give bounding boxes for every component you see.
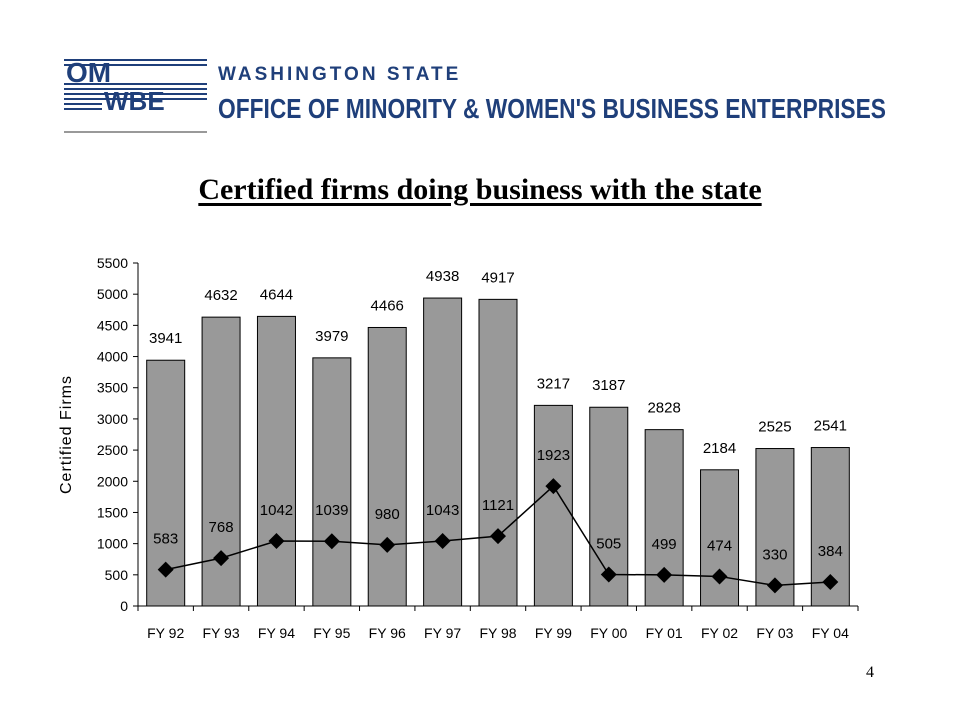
- bar-value-label: 4644: [260, 286, 293, 303]
- y-axis-title: Certified Firms: [58, 375, 75, 494]
- line-marker-diamond: [490, 528, 506, 545]
- bar-value-label: 2184: [703, 440, 736, 457]
- line-value-label: 330: [762, 546, 787, 563]
- bar-value-label: 4938: [426, 268, 459, 285]
- bar-value-label: 3941: [149, 330, 182, 347]
- y-tick-label: 1500: [97, 504, 128, 520]
- x-tick-label: FY 00: [590, 625, 627, 641]
- y-tick-label: 2000: [97, 473, 128, 489]
- x-tick-label: FY 03: [756, 625, 793, 641]
- line-value-label: 1121: [482, 497, 514, 514]
- bar-value-label: 3979: [315, 328, 348, 345]
- line-marker-diamond: [157, 561, 174, 578]
- line-marker-diamond: [434, 532, 451, 549]
- line-marker-diamond: [323, 533, 340, 550]
- bar-value-label: 4466: [371, 297, 404, 314]
- line-value-label: 1042: [260, 502, 293, 519]
- line-value-label: 768: [209, 519, 234, 536]
- logo-stripes: [64, 59, 207, 110]
- line-value-label: 384: [818, 543, 843, 560]
- org-line-1: WASHINGTON STATE: [218, 64, 461, 85]
- page-number: 4: [866, 664, 874, 681]
- y-tick-label: 3500: [97, 380, 128, 396]
- x-tick-label: FY 02: [701, 625, 738, 641]
- y-tick-label: 5000: [97, 286, 128, 302]
- y-tick-label: 3000: [97, 411, 128, 427]
- line-marker-diamond: [766, 577, 783, 594]
- line-value-label: 505: [596, 536, 621, 553]
- x-tick-label: FY 04: [812, 625, 849, 641]
- bar-value-label: 4632: [204, 287, 237, 304]
- y-tick-label: 0: [120, 598, 128, 614]
- bar-value-label: 3217: [537, 375, 570, 392]
- omwbe-logo: OM WBE WASHINGTON STATE OFFICE OF MINORI…: [64, 57, 886, 133]
- slide-title: Certified firms doing business with the …: [198, 173, 762, 206]
- line-value-label: 583: [153, 531, 178, 548]
- y-tick-label: 1000: [97, 536, 128, 552]
- line-value-label: 474: [707, 537, 732, 554]
- logo-mark-top: OM: [66, 57, 111, 88]
- x-tick-label: FY 99: [535, 625, 572, 641]
- x-tick-label: FY 97: [424, 625, 461, 641]
- line-marker-diamond: [711, 568, 728, 585]
- bar: [478, 298, 518, 607]
- bar: [423, 297, 463, 607]
- x-tick-label: FY 95: [313, 625, 350, 641]
- bar: [367, 326, 407, 607]
- x-tick-label: FY 96: [369, 625, 406, 641]
- line-value-label: 499: [652, 536, 677, 553]
- bar-value-label: 2525: [758, 419, 791, 436]
- bar-value-label: 2541: [814, 418, 847, 435]
- y-tick-label: 4500: [97, 317, 128, 333]
- bar: [256, 315, 296, 607]
- line-marker-diamond: [656, 566, 673, 583]
- y-tick-label: 500: [105, 567, 129, 583]
- line-marker-diamond: [379, 536, 396, 553]
- y-tick-label: 4000: [97, 349, 128, 365]
- bar-value-label: 2828: [647, 400, 680, 417]
- line-value-label: 1923: [537, 447, 570, 464]
- line-marker-diamond: [822, 574, 839, 591]
- logo-mark-bottom: WBE: [104, 86, 165, 116]
- line-marker-diamond: [600, 566, 617, 583]
- org-line-2: OFFICE OF MINORITY & WOMEN'S BUSINESS EN…: [218, 93, 886, 124]
- y-tick-label: 2500: [97, 442, 128, 458]
- x-tick-label: FY 01: [646, 625, 683, 641]
- line-value-label: 1043: [426, 502, 459, 519]
- bar: [312, 357, 352, 607]
- x-tick-label: FY 98: [479, 625, 516, 641]
- line-value-label: 980: [375, 506, 400, 523]
- y-tick-label: 5500: [97, 255, 128, 271]
- line-marker-diamond: [545, 478, 562, 495]
- bar-value-label: 4917: [481, 269, 514, 286]
- x-tick-label: FY 94: [258, 625, 295, 641]
- line-marker-diamond: [268, 533, 285, 550]
- x-tick-label: FY 93: [203, 625, 240, 641]
- line-value-label: 1039: [315, 502, 348, 519]
- line-marker-diamond: [213, 550, 230, 567]
- bar-value-label: 3187: [592, 377, 625, 394]
- x-tick-label: FY 92: [147, 625, 184, 641]
- bar: [533, 404, 573, 607]
